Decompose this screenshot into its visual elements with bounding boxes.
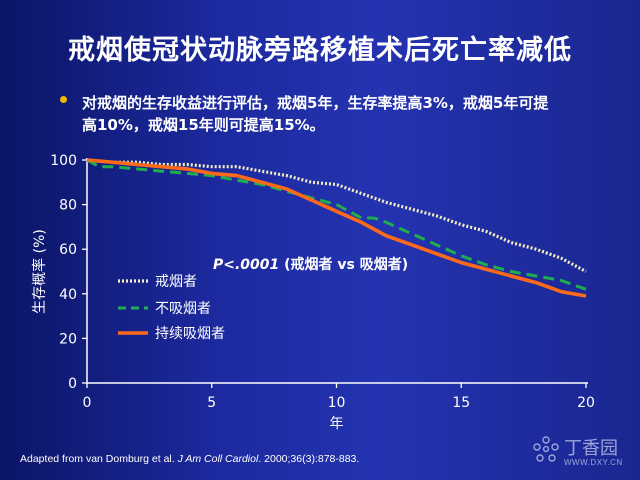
p-value-text: P<.0001 xyxy=(213,257,279,273)
x-axis-label: 年 xyxy=(330,416,344,432)
y-tick-label: 60 xyxy=(59,242,77,258)
y-tick-label: 80 xyxy=(59,198,77,214)
y-tick-label: 0 xyxy=(68,376,77,392)
series-line-3 xyxy=(86,158,587,298)
y-axis-label: 生存概率 (%) xyxy=(31,229,48,314)
bullet-text: 对戒烟的生存收益进行评估，戒烟5年，生存率提高3%，戒烟5年可提 高10%，戒烟… xyxy=(82,92,620,136)
x-tick-label: 0 xyxy=(83,395,92,411)
p-value-comparison: (戒烟者 vs 吸烟者) xyxy=(279,256,408,273)
dxy-logo-icon xyxy=(533,436,559,462)
citation-footer: Adapted from van Domburg et al. J Am Col… xyxy=(20,453,359,465)
y-tick-label: 100 xyxy=(50,153,77,169)
watermark-url: WWW.DXY.CN xyxy=(564,458,623,467)
legend-label-2: 不吸烟者 xyxy=(155,301,211,317)
x-tick-label: 20 xyxy=(577,395,595,411)
slide-title: 戒烟使冠状动脉旁路移植术后死亡率减低 xyxy=(68,35,572,66)
series-line-2 xyxy=(86,158,587,291)
bullet-text-line-1: 对戒烟的生存收益进行评估，戒烟5年，生存率提高3%，戒烟5年可提 xyxy=(82,94,549,112)
bullet-dot-icon xyxy=(60,96,67,103)
bullet-text-line-2: 高10%，戒烟15年则可提高15%。 xyxy=(82,116,325,134)
citation-journal: J Am Coll Cardiol xyxy=(177,453,259,465)
legend-label-1: 戒烟者 xyxy=(155,274,197,290)
x-tick-label: 15 xyxy=(452,395,470,411)
y-tick-label: 20 xyxy=(59,331,77,347)
x-tick-label: 5 xyxy=(207,395,216,411)
y-tick-label: 40 xyxy=(59,287,77,303)
legend-label-3: 持续吸烟者 xyxy=(155,325,225,342)
watermark-text: 丁香园 xyxy=(564,438,618,459)
series-line-1 xyxy=(86,158,587,273)
x-tick-label: 10 xyxy=(328,395,346,411)
citation-volume: . 2000;36(3):878-883. xyxy=(258,453,360,465)
citation-authors: Adapted from van Domburg et al. xyxy=(20,453,178,465)
bullet-point: 对戒烟的生存收益进行评估，戒烟5年，生存率提高3%，戒烟5年可提 高10%，戒烟… xyxy=(60,92,620,136)
watermark: 丁香园 WWW.DXY.CN xyxy=(530,432,630,472)
p-value-annotation: P<.0001 (戒烟者 vs 吸烟者) xyxy=(213,256,408,273)
